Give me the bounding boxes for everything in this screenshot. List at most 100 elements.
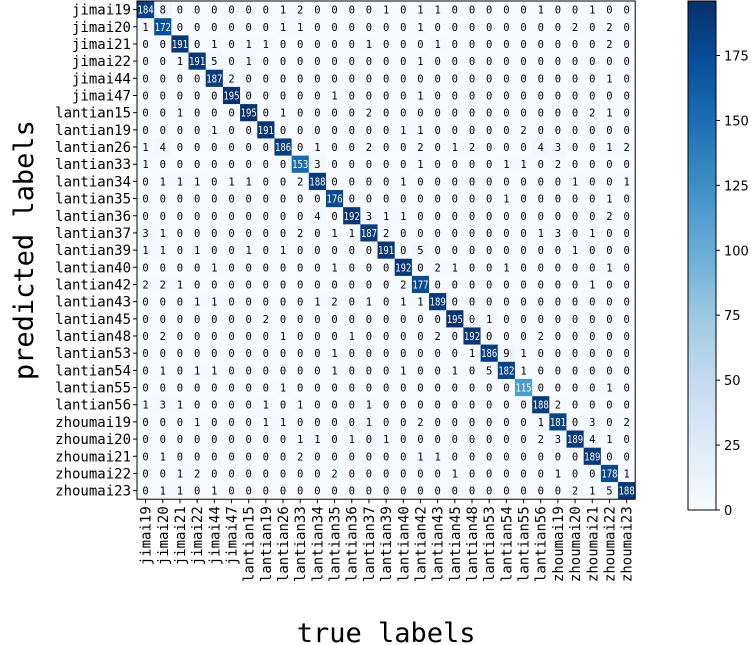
heatmap-cell xyxy=(343,224,361,242)
cell-value-label: 0 xyxy=(469,211,475,223)
heatmap-cell xyxy=(188,378,207,397)
heatmap-cell xyxy=(257,413,275,431)
cell-value-label: 0 xyxy=(142,383,148,395)
cell-value-label: 0 xyxy=(503,400,509,412)
cell-value-label: 0 xyxy=(383,348,389,360)
heatmap-cell xyxy=(377,1,395,19)
heatmap-cell xyxy=(188,69,207,88)
cell-value-label: 0 xyxy=(280,176,286,188)
heatmap-cell xyxy=(411,189,430,208)
heatmap-cell xyxy=(377,464,395,483)
cell-value-label: 0 xyxy=(589,211,595,223)
cell-value-label: 0 xyxy=(520,39,526,51)
y-tick-label: lantian56 xyxy=(55,398,131,414)
heatmap-cell xyxy=(154,430,172,448)
heatmap-cell xyxy=(411,155,430,174)
heatmap-cell xyxy=(154,396,172,414)
cell-value-label: 0 xyxy=(469,468,475,480)
heatmap-cell xyxy=(274,1,292,19)
cell-value-label: 0 xyxy=(349,90,355,102)
cell-value-label: 0 xyxy=(142,348,148,360)
cell-value-label: 0 xyxy=(194,73,200,85)
cell-value-label: 0 xyxy=(538,39,544,51)
cell-value-label: 1 xyxy=(177,279,183,291)
heatmap-cell xyxy=(257,258,275,277)
heatmap-cell xyxy=(154,464,172,483)
cell-value-label: 0 xyxy=(555,486,561,498)
cell-value-label: 3 xyxy=(555,228,561,240)
cell-value-label: 0 xyxy=(452,211,458,223)
cell-value-label: 1 xyxy=(297,400,303,412)
heatmap-cell xyxy=(549,413,567,431)
heatmap-cell xyxy=(583,69,602,88)
heatmap-cell xyxy=(532,69,550,88)
heatmap-cell xyxy=(188,447,207,466)
cell-value-label: 1 xyxy=(503,262,509,274)
cell-value-label: 0 xyxy=(297,262,303,274)
cell-value-label: 0 xyxy=(589,331,595,343)
heatmap-cell xyxy=(446,447,464,466)
cell-value-label: 1 xyxy=(160,451,166,463)
heatmap-cell xyxy=(514,52,533,71)
heatmap-cell xyxy=(205,224,224,242)
heatmap-cell xyxy=(291,361,310,380)
heatmap-cell xyxy=(514,413,533,431)
heatmap-cell xyxy=(171,327,189,345)
cell-value-label: 1 xyxy=(280,22,286,34)
cell-value-label: 0 xyxy=(142,417,148,429)
heatmap-cell xyxy=(463,258,481,277)
heatmap-cell xyxy=(446,18,464,36)
heatmap-cell xyxy=(308,430,327,448)
heatmap-cell xyxy=(154,361,172,380)
heatmap-cell xyxy=(618,138,636,156)
cell-value-label: 0 xyxy=(520,331,526,343)
heatmap-cell xyxy=(446,482,464,500)
cell-value-label: 0 xyxy=(349,451,355,463)
cell-value-label: 0 xyxy=(469,245,475,257)
heatmap-cell xyxy=(222,18,241,36)
heatmap-cell xyxy=(171,69,189,88)
cell-value-label: 1 xyxy=(417,56,423,68)
heatmap-cell xyxy=(205,69,224,88)
cell-value-label: 0 xyxy=(263,108,269,120)
cell-value-label: 2 xyxy=(297,5,303,17)
heatmap-cell xyxy=(325,207,344,225)
cell-value-label: 0 xyxy=(434,142,440,154)
heatmap-cell xyxy=(222,241,241,259)
heatmap-cell xyxy=(205,464,224,483)
cell-value-label: 0 xyxy=(486,400,492,412)
heatmap-cell xyxy=(411,378,430,397)
heatmap-cell xyxy=(291,293,310,311)
heatmap-cell xyxy=(497,18,516,36)
cell-value-label: 0 xyxy=(194,400,200,412)
heatmap-cell xyxy=(137,121,155,139)
cell-value-label: 0 xyxy=(263,365,269,377)
heatmap-cell xyxy=(154,189,172,208)
heatmap-cell xyxy=(514,258,533,277)
cell-value-label: 0 xyxy=(417,39,423,51)
heatmap-cell xyxy=(446,430,464,448)
cell-value-label: 0 xyxy=(452,400,458,412)
heatmap-cell xyxy=(137,138,155,156)
heatmap-cell xyxy=(343,207,361,225)
heatmap-cell xyxy=(188,207,207,225)
heatmap-cell xyxy=(566,155,584,174)
heatmap-cell xyxy=(463,69,481,88)
cell-value-label: 0 xyxy=(417,262,423,274)
cell-value-label: 0 xyxy=(520,486,526,498)
heatmap-cell xyxy=(137,413,155,431)
cell-value-label: 1 xyxy=(349,434,355,446)
heatmap-cell xyxy=(600,189,619,208)
heatmap-cell xyxy=(532,121,550,139)
heatmap-cell xyxy=(360,86,378,105)
cell-value-label: 0 xyxy=(400,400,406,412)
cell-value-label: 0 xyxy=(572,417,578,429)
cell-value-label: 0 xyxy=(400,56,406,68)
heatmap-cell xyxy=(566,430,584,448)
heatmap-cell xyxy=(463,1,481,19)
heatmap-cell xyxy=(137,275,155,294)
cell-value-label: 0 xyxy=(400,383,406,395)
heatmap-cell xyxy=(566,138,584,156)
heatmap-cell xyxy=(205,447,224,466)
cell-value-label: 0 xyxy=(417,194,423,206)
